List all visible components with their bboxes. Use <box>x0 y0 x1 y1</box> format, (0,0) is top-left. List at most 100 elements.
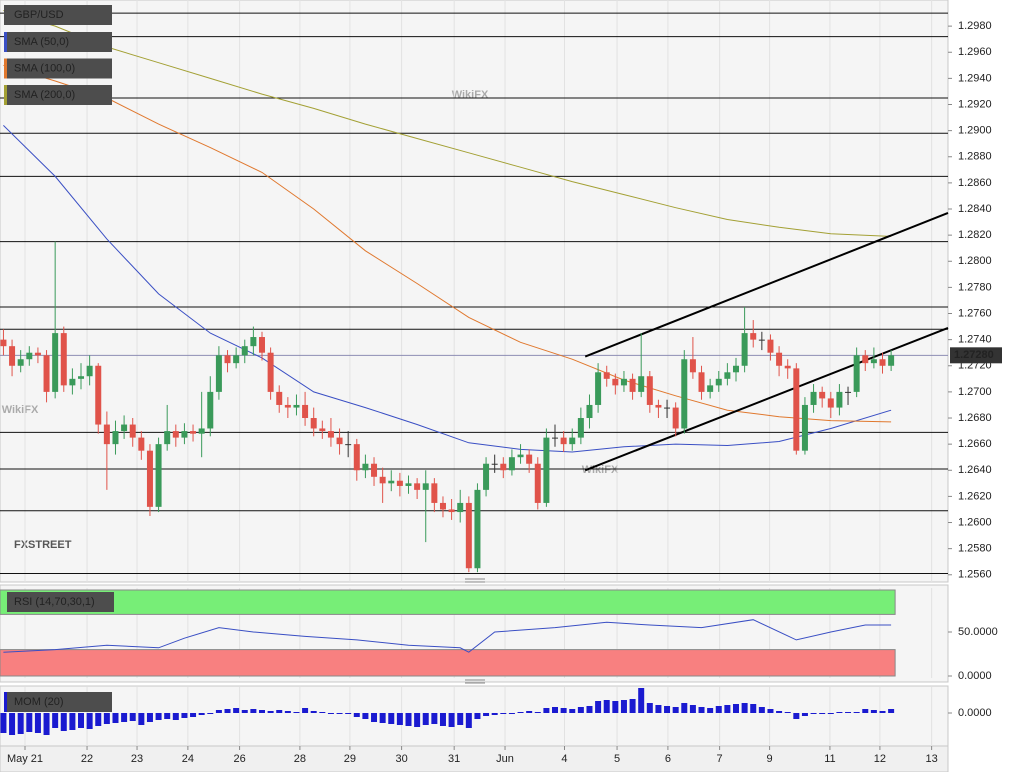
candle-body <box>310 418 317 429</box>
mom-bar <box>448 713 455 727</box>
x-tick-label: 22 <box>81 753 93 765</box>
candle-body <box>414 483 421 490</box>
candle-body <box>362 463 369 471</box>
mom-bar <box>319 712 326 713</box>
mom-bar <box>233 708 240 713</box>
mom-bar <box>336 713 343 714</box>
candle-body <box>870 359 877 364</box>
candle-body <box>215 355 222 392</box>
legend-label: SMA (50,0) <box>14 36 69 48</box>
mom-bar <box>121 713 128 722</box>
mom-bar <box>52 713 59 728</box>
mom-bar <box>474 713 481 719</box>
mom-bar <box>836 712 843 713</box>
mom-bar <box>302 708 309 713</box>
candle-body <box>250 337 257 347</box>
x-tick-label: 28 <box>294 753 306 765</box>
y-tick-label: 1.2560 <box>958 569 992 581</box>
mom-bar <box>853 712 860 713</box>
y-tick-label: 1.2780 <box>958 281 992 293</box>
mom-bar <box>664 706 671 713</box>
candle-body <box>207 391 214 429</box>
mom-bar <box>689 705 696 713</box>
candle-body <box>508 457 515 471</box>
legend-label: MOM (20) <box>14 696 64 708</box>
sma-line <box>3 125 892 453</box>
candle-body <box>732 365 739 373</box>
candle-body <box>0 339 7 347</box>
x-tick-label: Jun <box>496 753 514 765</box>
candle-body <box>293 404 300 408</box>
candle-body <box>629 378 636 392</box>
mom-bar <box>508 713 515 714</box>
mom-bar <box>776 711 783 713</box>
candle-body <box>258 337 265 353</box>
mom-bar <box>207 713 214 714</box>
candle-body <box>379 476 386 484</box>
y-tick-label: 1.2620 <box>958 490 992 502</box>
candle-body <box>483 463 490 490</box>
mom-bar <box>293 712 300 713</box>
candle-body <box>664 407 671 409</box>
candle-body <box>569 437 576 445</box>
candle-body <box>707 385 714 392</box>
mom-bar <box>146 713 153 722</box>
mom-bar <box>17 713 24 734</box>
candle-body <box>198 428 205 434</box>
mom-bar <box>388 713 395 724</box>
mom-bar <box>672 707 679 713</box>
mom-bar <box>422 713 429 725</box>
mom-bar <box>586 706 593 713</box>
watermark: WikiFX <box>452 89 489 101</box>
mom-bar <box>78 713 85 728</box>
candle-body <box>353 444 360 471</box>
candle-body <box>595 372 602 405</box>
candle-body <box>60 333 67 386</box>
mom-bar <box>284 711 291 713</box>
mom-bar <box>741 703 748 713</box>
candle-body <box>103 424 110 445</box>
mom-bar <box>172 713 179 720</box>
legend-box <box>4 692 112 712</box>
mom-bar <box>715 706 722 713</box>
candle-body <box>267 352 274 392</box>
candle-body <box>888 355 895 366</box>
mom-bar <box>758 707 765 713</box>
y-tick-label: 1.2700 <box>958 386 992 398</box>
mom-bar <box>241 710 248 713</box>
mom-bar <box>517 712 524 713</box>
candle-body <box>793 368 800 451</box>
y-tick-label: 0.0000 <box>958 670 992 682</box>
candle-body <box>586 404 593 419</box>
candle-body <box>43 355 50 392</box>
candle-body <box>862 355 869 364</box>
candle-body <box>672 407 679 429</box>
mom-bar <box>732 704 739 713</box>
mom-bar <box>258 710 265 713</box>
candle-body <box>241 346 248 356</box>
candle-body <box>69 378 76 386</box>
mom-bar <box>827 713 834 714</box>
trend-line <box>584 211 949 358</box>
mom-bar <box>500 713 507 714</box>
watermark: WikiFX <box>582 464 619 476</box>
candle-body <box>78 376 85 379</box>
candle-body <box>491 463 498 465</box>
x-tick-label: 4 <box>561 753 567 765</box>
y-tick-label: 1.2580 <box>958 543 992 555</box>
mom-bar <box>681 703 688 713</box>
candle-body <box>52 333 59 392</box>
mom-bar <box>569 709 576 713</box>
mom-bar <box>379 713 386 723</box>
mom-bar <box>396 713 403 725</box>
candle-body <box>448 509 455 513</box>
y-tick-label: 1.2800 <box>958 255 992 267</box>
candle-body <box>388 480 395 484</box>
candle-body <box>655 404 662 408</box>
mom-bar <box>801 713 808 716</box>
mom-bar <box>603 700 610 713</box>
watermark: WikiFX <box>2 404 39 416</box>
y-tick-label: 1.2920 <box>958 98 992 110</box>
mom-bar <box>638 688 645 713</box>
